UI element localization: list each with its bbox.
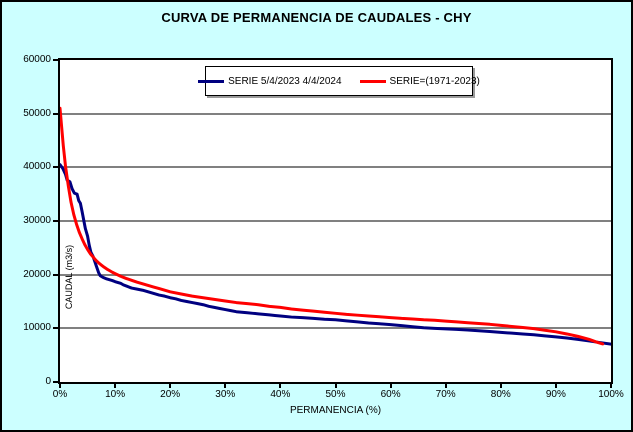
x-tick-mark — [334, 384, 337, 388]
x-tick-label-20%: 20% — [160, 389, 181, 400]
y-axis-title: CAUDAL (m3/s) — [64, 244, 74, 310]
legend-item-serie-1971-2023: SERIE=(1971-2023) — [359, 75, 480, 87]
y-tick-label-0: 0 — [45, 376, 51, 387]
x-tick-mark — [279, 384, 282, 388]
legend-label-serie-2023-2024: SERIE 5/4/2023 4/4/2024 — [228, 75, 342, 87]
x-tick-label-30%: 30% — [215, 389, 236, 400]
curve-serie-2023-2024 — [60, 165, 611, 345]
curve-serie-1971-2023 — [60, 108, 603, 344]
x-tick-mark — [554, 384, 557, 388]
y-tick-mark — [53, 166, 58, 169]
gridline-40000 — [60, 166, 611, 169]
y-tick-label-20000: 20000 — [23, 268, 51, 280]
flow-duration-curves — [60, 60, 611, 382]
gridline-50000 — [60, 112, 611, 115]
x-tick-mark — [610, 384, 612, 388]
y-tick-mark — [53, 59, 58, 61]
y-tick-mark — [53, 273, 58, 276]
y-tick-mark — [53, 327, 58, 330]
y-tick-label-60000: 60000 — [23, 54, 51, 65]
x-tick-label-100%: 100% — [598, 389, 624, 400]
x-tick-label-10%: 10% — [105, 389, 126, 400]
x-tick-label-90%: 90% — [545, 389, 566, 400]
gridline-20000 — [60, 273, 611, 276]
x-tick-mark — [59, 384, 61, 388]
x-tick-label-80%: 80% — [490, 389, 511, 400]
y-tick-label-10000: 10000 — [23, 322, 51, 334]
x-tick-mark — [444, 384, 447, 388]
legend-line-blue-icon — [198, 79, 225, 83]
x-tick-mark — [389, 384, 392, 388]
x-tick-label-50%: 50% — [325, 389, 346, 400]
x-tick-label-0%: 0% — [52, 389, 68, 400]
x-tick-mark — [169, 384, 172, 388]
x-tick-mark — [224, 384, 227, 388]
y-tick-label-50000: 50000 — [23, 107, 51, 119]
gridline-30000 — [60, 220, 611, 222]
gridline-10000 — [60, 327, 611, 330]
x-tick-mark — [114, 384, 117, 388]
legend-item-serie-2023-2024: SERIE 5/4/2023 4/4/2024 — [198, 75, 342, 87]
x-tick-label-70%: 70% — [435, 389, 456, 400]
x-axis-title: PERMANENCIA (%) — [289, 405, 382, 416]
legend-label-serie-1971-2023: SERIE=(1971-2023) — [389, 75, 480, 87]
y-tick-label-40000: 40000 — [23, 161, 51, 173]
legend: SERIE 5/4/2023 4/4/2024 SERIE=(1971-2023… — [198, 66, 480, 96]
plot-inner — [60, 60, 611, 382]
x-tick-label-60%: 60% — [380, 389, 401, 400]
y-tick-mark — [53, 220, 58, 222]
chart-title: CURVA DE PERMANENCIA DE CAUDALES - CHY — [161, 10, 472, 25]
y-tick-label-30000: 30000 — [23, 215, 51, 226]
legend-line-red-icon — [359, 79, 386, 83]
y-tick-mark — [53, 112, 58, 115]
x-tick-label-40%: 40% — [270, 389, 291, 400]
x-tick-mark — [499, 384, 502, 388]
plot-area: CAUDAL (m3/s) — [58, 58, 613, 384]
y-tick-mark — [53, 381, 58, 383]
